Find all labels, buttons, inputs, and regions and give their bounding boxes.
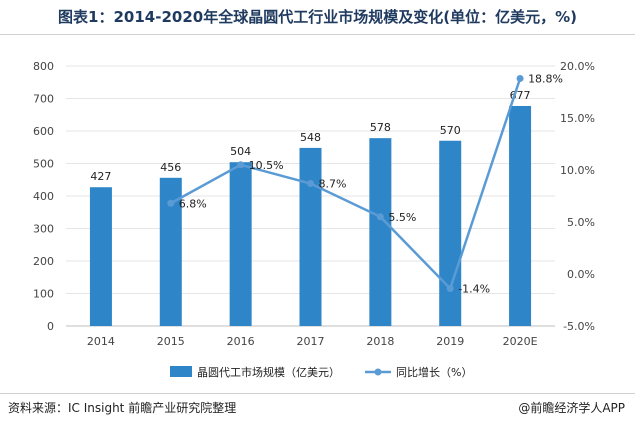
footer-divider: [0, 393, 635, 394]
legend-bar-swatch: [170, 366, 192, 377]
bar: [299, 147, 322, 326]
bar-value-label: 570: [440, 124, 461, 137]
bar-value-label: 427: [90, 170, 111, 183]
x-tick-label: 2016: [227, 335, 255, 348]
growth-point: [516, 74, 524, 82]
y-left-tick-label: 800: [33, 60, 54, 73]
growth-value-label: 8.7%: [319, 178, 347, 191]
y-right-tick-label: 0.0%: [567, 268, 595, 281]
bar-value-label: 578: [370, 121, 391, 134]
y-left-tick-label: 400: [33, 190, 54, 203]
legend-line-label: 同比增长（%）: [396, 365, 472, 379]
combo-chart: 0 100 200 300 400 500 600 700 800 -5.0% 0.0% 5.0% 10…: [33, 60, 595, 379]
x-tick-label: 2020E: [503, 335, 538, 348]
legend-line-marker: [374, 368, 382, 376]
bar: [439, 140, 462, 326]
bar-value-label: 548: [300, 131, 321, 144]
growth-value-label: 18.8%: [528, 72, 563, 85]
bar: [229, 162, 252, 326]
y-left-tick-label: 600: [33, 125, 54, 138]
y-right-tick-label: 15.0%: [560, 112, 595, 125]
y-left-tick-label: 100: [33, 288, 54, 301]
growth-point: [376, 213, 384, 221]
y-left-tick-label: 200: [33, 255, 54, 268]
bar-value-label: 456: [160, 161, 181, 174]
brand-label: @前瞻经济学人APP: [518, 401, 625, 415]
x-tick-label: 2015: [157, 335, 185, 348]
title-divider: [0, 34, 635, 35]
bar: [509, 105, 532, 326]
y-left-tick-label: 700: [33, 93, 54, 106]
legend-bar-label: 晶圆代工市场规模（亿美元）: [197, 365, 340, 379]
y-right-tick-label: 10.0%: [560, 164, 595, 177]
growth-value-label: -1.4%: [458, 283, 490, 296]
x-tick-label: 2018: [366, 335, 394, 348]
bar-value-label: 504: [230, 145, 251, 158]
x-tick-label: 2019: [436, 335, 464, 348]
y-right-tick-label: 5.0%: [567, 216, 595, 229]
y-right-tick-label: 20.0%: [560, 60, 595, 73]
growth-point: [446, 285, 454, 293]
bar: [369, 138, 392, 326]
growth-point: [167, 199, 175, 207]
bar: [89, 187, 112, 326]
y-right-tick-label: -5.0%: [563, 320, 595, 333]
source-note: 资料来源：IC Insight 前瞻产业研究院整理: [8, 401, 237, 415]
growth-value-label: 10.5%: [249, 159, 284, 172]
y-left-tick-label: 0: [47, 320, 54, 333]
growth-point: [237, 161, 245, 169]
growth-point: [307, 180, 314, 188]
x-tick-label: 2017: [297, 335, 325, 348]
y-left-tick-label: 500: [33, 158, 54, 171]
growth-line: [170, 78, 522, 291]
chart-title: 图表1：2014-2020年全球晶圆代工行业市场规模及变化(单位：亿美元，%): [58, 8, 577, 26]
bar: [159, 177, 182, 326]
x-tick-label: 2014: [87, 335, 115, 348]
growth-value-label: 5.5%: [388, 211, 416, 224]
y-left-tick-label: 300: [33, 223, 54, 236]
growth-value-label: 6.8%: [179, 197, 207, 210]
